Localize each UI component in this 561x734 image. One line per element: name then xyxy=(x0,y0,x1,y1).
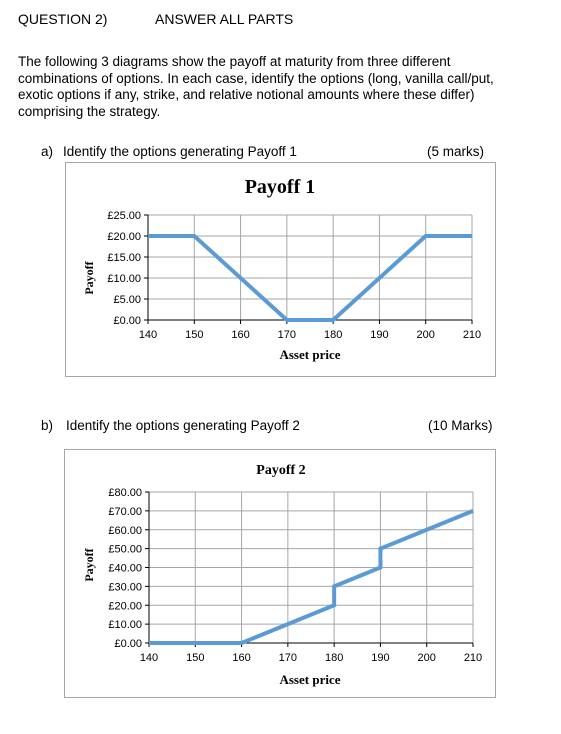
payoff-2-x-tick-label: 170 xyxy=(279,652,297,664)
payoff-2-y-tick-label: £60.00 xyxy=(108,525,142,537)
intro-paragraph: The following 3 diagrams show the payoff… xyxy=(18,54,494,119)
payoff-1-x-tick-label: 150 xyxy=(185,329,203,341)
part-b-label: b) xyxy=(41,418,54,433)
question-number: QUESTION 2) xyxy=(18,11,108,27)
payoff-2-title: Payoff 2 xyxy=(256,463,305,478)
payoff-2-y-axis-label: Payoff xyxy=(82,547,96,581)
payoff-2-y-tick-label: £0.00 xyxy=(114,638,142,650)
payoff-2-x-axis-label: Asset price xyxy=(279,672,340,687)
part-a-label: a) xyxy=(41,144,54,159)
payoff-2-x-tick-label: 160 xyxy=(232,652,250,664)
payoff-1-chart-frame: £0.00 £5.00 £10.00 £15.00 £20.00 £25.00 140 15… xyxy=(65,162,496,377)
payoff-1-x-axis-label: Asset price xyxy=(279,347,340,362)
payoff-1-x-tick-label: 140 xyxy=(139,329,157,341)
payoff-2-x-tick-label: 180 xyxy=(325,652,343,664)
payoff-1-x-tick-label: 160 xyxy=(231,329,249,341)
part-b-text: Identify the options generating Payoff 2 xyxy=(66,418,300,433)
payoff-2-x-tick-label: 190 xyxy=(371,652,389,664)
part-a-text: Identify the options generating Payoff 1 xyxy=(63,144,297,159)
payoff-2-chart: £0.00 £10.00 £20.00 £30.00 £40.00 £50.00 £60.0… xyxy=(82,463,482,687)
payoff-1-y-tick-label: £20.00 xyxy=(107,231,141,243)
payoff-1-x-tick-label: 210 xyxy=(463,329,481,341)
payoff-2-y-tick-label: £10.00 xyxy=(108,619,142,631)
payoff-1-x-tick-label: 180 xyxy=(324,329,342,341)
payoff-1-y-axis-label: Payoff xyxy=(82,260,96,294)
question-instruction: ANSWER ALL PARTS xyxy=(155,11,294,27)
payoff-1-title: Payoff 1 xyxy=(245,176,316,198)
payoff-1-y-tick-label: £25.00 xyxy=(107,210,141,222)
payoff-2-x-tick-label: 210 xyxy=(464,652,482,664)
payoff-2-payoff-line xyxy=(149,509,474,645)
payoff-2-x-tick-label: 150 xyxy=(186,652,204,664)
payoff-1-y-tick-label: £15.00 xyxy=(107,252,141,264)
payoff-1-chart: £0.00 £5.00 £10.00 £15.00 £20.00 £25.00 140 15… xyxy=(82,176,481,362)
payoff-2-y-tick-label: £20.00 xyxy=(108,600,142,612)
part-a-marks: (5 marks) xyxy=(427,144,484,159)
payoff-1-x-tick-label: 200 xyxy=(417,329,435,341)
payoff-1-y-tick-label: £5.00 xyxy=(113,294,141,306)
payoff-2-y-tick-label: £80.00 xyxy=(108,487,142,499)
payoff-2-chart-frame: £0.00 £10.00 £20.00 £30.00 £40.00 £50.00 £60.0… xyxy=(64,449,496,698)
payoff-2-x-tick-label: 200 xyxy=(418,652,436,664)
payoff-1-y-tick-label: £10.00 xyxy=(107,273,141,285)
payoff-2-y-tick-label: £50.00 xyxy=(108,544,142,556)
payoff-1-x-tick-label: 170 xyxy=(278,329,296,341)
payoff-2-y-tick-label: £70.00 xyxy=(108,506,142,518)
payoff-1-payoff-line xyxy=(148,234,472,322)
payoff-2-x-tick-label: 140 xyxy=(140,652,158,664)
payoff-2-y-tick-label: £40.00 xyxy=(108,563,142,575)
payoff-2-y-tick-label: £30.00 xyxy=(108,581,142,593)
part-b-marks: (10 Marks) xyxy=(428,418,493,433)
payoff-1-x-tick-label: 190 xyxy=(370,329,388,341)
payoff-1-y-tick-label: £0.00 xyxy=(113,315,141,327)
